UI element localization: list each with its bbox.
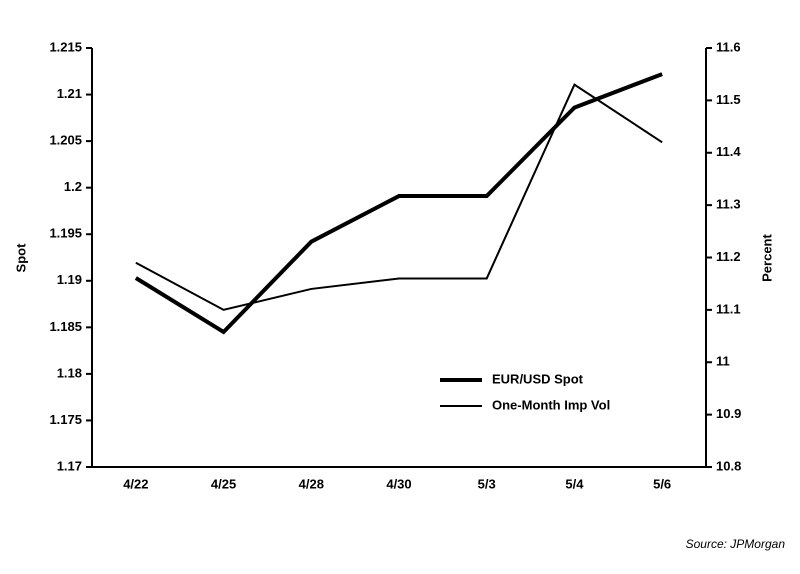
x-tick-label: 5/4 (565, 476, 584, 491)
y-tick-label: 1.175 (49, 412, 82, 427)
x-tick-label: 4/25 (211, 476, 236, 491)
y2-tick-label: 11 (716, 354, 730, 369)
x-tick-label: 5/6 (653, 476, 671, 491)
y2-tick-label: 10.9 (716, 406, 741, 421)
y2-axis-title: Percent (759, 233, 774, 281)
y-tick-label: 1.21 (57, 86, 82, 101)
series-line (135, 83, 663, 311)
x-tick-label: 4/22 (123, 476, 148, 491)
y-tick-label: 1.17 (57, 458, 82, 473)
legend-label: EUR/USD Spot (492, 371, 584, 386)
y2-tick-label: 11.6 (716, 39, 741, 54)
y2-tick-label: 10.8 (716, 458, 741, 473)
x-tick-label: 4/30 (386, 476, 411, 491)
y2-tick-label: 11.4 (716, 144, 741, 159)
y2-tick-label: 11.1 (716, 301, 741, 316)
y-tick-label: 1.195 (49, 226, 82, 241)
series-line (134, 72, 663, 335)
y-axis-title: Spot (13, 243, 28, 273)
y-tick-label: 1.19 (57, 272, 82, 287)
x-tick-label: 5/3 (478, 476, 496, 491)
y2-tick-label: 11.2 (716, 249, 741, 264)
x-tick-label: 4/28 (299, 476, 324, 491)
y-tick-label: 1.215 (49, 39, 82, 54)
y2-tick-label: 11.5 (716, 92, 741, 107)
y-tick-label: 1.18 (57, 365, 82, 380)
y-tick-label: 1.185 (49, 319, 82, 334)
source: Source: JPMorgan (686, 537, 786, 551)
y2-tick-label: 11.3 (716, 197, 741, 212)
y-tick-label: 1.2 (64, 179, 82, 194)
y-tick-label: 1.205 (49, 133, 82, 148)
legend-label: One-Month Imp Vol (492, 397, 610, 412)
